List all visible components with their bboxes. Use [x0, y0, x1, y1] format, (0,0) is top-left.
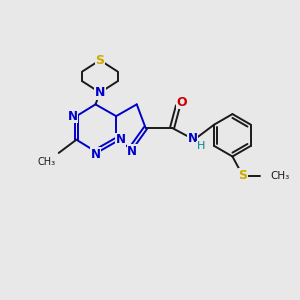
Text: S: S — [95, 54, 104, 67]
Text: O: O — [176, 96, 187, 109]
Text: N: N — [68, 110, 78, 123]
Text: H: H — [196, 141, 205, 151]
Text: S: S — [238, 169, 247, 182]
Text: N: N — [91, 148, 100, 161]
Text: N: N — [127, 145, 137, 158]
Text: N: N — [188, 132, 198, 145]
Text: N: N — [95, 86, 105, 99]
Text: N: N — [116, 133, 126, 146]
Text: CH₃: CH₃ — [38, 158, 56, 167]
Text: CH₃: CH₃ — [271, 171, 290, 181]
